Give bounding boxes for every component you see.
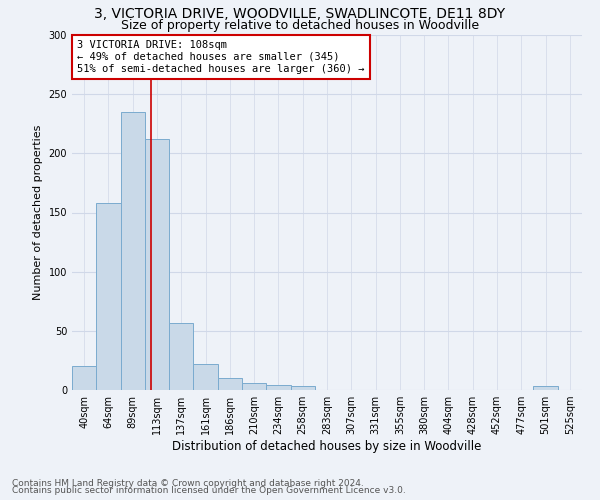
Bar: [290, 386, 315, 390]
Bar: [266, 386, 290, 390]
Bar: [242, 383, 266, 390]
Bar: [169, 322, 193, 390]
Bar: [72, 366, 96, 390]
Text: 3 VICTORIA DRIVE: 108sqm
← 49% of detached houses are smaller (345)
51% of semi-: 3 VICTORIA DRIVE: 108sqm ← 49% of detach…: [77, 40, 365, 74]
Text: Contains public sector information licensed under the Open Government Licence v3: Contains public sector information licen…: [12, 486, 406, 495]
Bar: [121, 112, 145, 390]
Text: 3, VICTORIA DRIVE, WOODVILLE, SWADLINCOTE, DE11 8DY: 3, VICTORIA DRIVE, WOODVILLE, SWADLINCOT…: [94, 8, 506, 22]
X-axis label: Distribution of detached houses by size in Woodville: Distribution of detached houses by size …: [172, 440, 482, 453]
Text: Contains HM Land Registry data © Crown copyright and database right 2024.: Contains HM Land Registry data © Crown c…: [12, 478, 364, 488]
Bar: [145, 139, 169, 390]
Text: Size of property relative to detached houses in Woodville: Size of property relative to detached ho…: [121, 19, 479, 32]
Bar: [533, 386, 558, 390]
Bar: [218, 378, 242, 390]
Y-axis label: Number of detached properties: Number of detached properties: [33, 125, 43, 300]
Bar: [96, 203, 121, 390]
Bar: [193, 364, 218, 390]
